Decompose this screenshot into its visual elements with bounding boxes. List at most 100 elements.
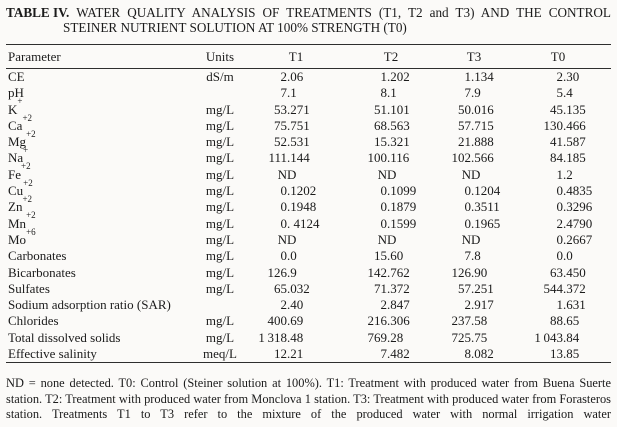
ion-charge-superscript: +2 <box>26 128 36 139</box>
table-row: Sodium adsorption ratio (SAR) 2.40 2.847 2.… <box>6 297 611 313</box>
parameter-name: Mn <box>8 215 27 231</box>
value-cell-t3: 21.888 <box>458 134 494 150</box>
table-row: Cu+2 mg/L 0.1202 0.1099 0.1204 0.4835 <box>6 178 611 199</box>
parameter-cell: Total dissolved solids <box>6 330 191 346</box>
value-cell-t2: 7.482 <box>380 346 410 362</box>
parameter-name: Sulfates <box>8 280 50 296</box>
ion-charge-superscript: + <box>23 145 29 156</box>
value-cell-t1: ND <box>277 166 297 182</box>
value-cell-t1: 53.271 <box>274 101 310 117</box>
parameter-name: Total dissolved solids <box>8 329 121 345</box>
value-cell-t3: 725.75 <box>451 329 488 345</box>
parameter-cell: Bicarbonates <box>6 265 191 281</box>
value-cell-t0: 13.85 <box>550 346 580 362</box>
col-header-t2: T2 <box>343 44 439 69</box>
table-row: Ca+2 mg/L 75.751 68.563 57.715 130.466 <box>6 113 611 134</box>
parameter-name: Cu <box>8 183 24 199</box>
parameter-name: Mo <box>8 231 27 247</box>
value-cell-t1: 7.1 <box>280 85 297 101</box>
table-row: Sulfates mg/L 65.032 71.372 57.251 544.372 <box>6 281 611 297</box>
value-cell-t0: 45.135 <box>550 101 586 117</box>
value-cell-t2: 68.563 <box>374 117 410 133</box>
value-cell-t1: 2.06 <box>280 69 304 84</box>
parameter-cell: Cu+2 <box>6 178 191 199</box>
units-cell: mg/L <box>205 264 235 280</box>
parameter-cell: Mn+2 <box>6 211 191 232</box>
value-cell-t2: ND <box>377 231 397 247</box>
ion-charge-superscript: +2 <box>23 177 33 188</box>
parameter-cell: Carbonates <box>6 248 191 264</box>
value-cell-t1: 0.1202 <box>280 183 317 199</box>
value-cell-t0: 0.3296 <box>556 199 593 215</box>
ion-charge-superscript: +2 <box>21 161 31 172</box>
table-title-line1: TABLE IV. WATER QUALITY ANALYSIS OF TREA… <box>6 5 611 20</box>
parameter-cell: Zn+2 <box>6 195 191 215</box>
value-cell-t0: 5.4 <box>556 85 573 101</box>
table-row: Mo+6 mg/L ND ND ND 0.2667 <box>6 227 611 248</box>
units-cell: mg/L <box>205 215 235 231</box>
parameter-name: Ca <box>8 117 23 133</box>
col-header-parameter: Parameter <box>6 44 191 69</box>
value-cell-t1: 126.9 <box>267 264 297 280</box>
parameter-cell: Effective salinity <box>6 346 191 363</box>
table-footnote: ND = none detected. T0: Control (Steiner… <box>6 376 611 422</box>
value-cell-t3: 8.082 <box>464 346 494 362</box>
parameter-cell: Sodium adsorption ratio (SAR) <box>6 297 191 313</box>
table-header: Parameter Units T1 T2 T3 T0 <box>6 44 611 69</box>
value-cell-t3: 7.9 <box>464 85 481 101</box>
value-cell-t0: 1 043.84 <box>534 329 580 345</box>
value-cell-t2: ND <box>377 166 397 182</box>
value-cell-t0: 2.4790 <box>556 215 593 231</box>
value-cell-t2: 2.847 <box>380 297 410 313</box>
value-cell-t0: 88.65 <box>550 313 580 329</box>
table-title: TABLE IV. WATER QUALITY ANALYSIS OF TREA… <box>6 5 611 35</box>
ion-charge-superscript: +2 <box>22 112 33 123</box>
parameter-cell: K+ <box>6 97 191 118</box>
value-cell-t2: 15.321 <box>374 134 410 150</box>
value-cell-t3: 7.8 <box>464 248 481 264</box>
table-row: pH 7.1 8.1 7.9 5.4 <box>6 85 611 101</box>
table-body: CE dS/m 2.06 1.202 1.134 2.30 pH 7.1 8.1 7.9 5.4 K+… <box>6 69 611 363</box>
table-row: Carbonates mg/L 0.0 15.60 7.8 0.0 <box>6 248 611 264</box>
parameter-cell: Sulfates <box>6 281 191 297</box>
parameter-cell: Fe+2 <box>6 162 191 183</box>
value-cell-t3: 57.251 <box>458 280 494 296</box>
value-cell-t1: 400.69 <box>267 313 304 329</box>
parameter-cell: Chlorides <box>6 313 191 329</box>
value-cell-t3: 2.917 <box>464 297 494 313</box>
units-cell: mg/L <box>205 248 235 264</box>
parameter-cell: CE <box>6 69 191 86</box>
units-cell <box>191 297 249 313</box>
table-row: Total dissolved solids mg/L 1 318.48 769.28… <box>6 330 611 346</box>
value-cell-t0: 544.372 <box>543 280 586 296</box>
table-caption-line2: STEINER NUTRIENT SOLUTION AT 100% STRENG… <box>63 20 407 35</box>
value-cell-t1: 0.1948 <box>280 199 317 215</box>
water-quality-table: Parameter Units T1 T2 T3 T0 CE dS/m 2.06 1.… <box>6 44 611 364</box>
value-cell-t1: 1 318.48 <box>258 329 304 345</box>
value-cell-t2: 51.101 <box>374 101 410 117</box>
units-cell: mg/L <box>205 117 235 133</box>
units-cell: meq/L <box>203 346 237 362</box>
parameter-cell: Mo+6 <box>6 227 191 248</box>
value-cell-t2: 71.372 <box>374 280 410 296</box>
table-row: Mg+2 mg/L 52.531 15.321 21.888 41.587 <box>6 129 611 150</box>
value-cell-t1: 52.531 <box>274 134 310 150</box>
value-cell-t2: 0.1599 <box>380 215 417 231</box>
parameter-name: Mg <box>8 134 27 150</box>
value-cell-t0: 63.450 <box>550 264 586 280</box>
value-cell-t3: ND <box>461 231 481 247</box>
value-cell-t0: 84.185 <box>550 150 586 166</box>
units-cell: mg/L <box>205 134 235 150</box>
header-row: Parameter Units T1 T2 T3 T0 <box>6 44 611 69</box>
parameter-name: Effective salinity <box>8 346 97 362</box>
parameter-name: Bicarbonates <box>8 264 76 280</box>
units-cell: mg/L <box>205 183 235 199</box>
parameter-name: pH <box>8 85 24 101</box>
col-header-t3: T3 <box>439 44 531 69</box>
units-cell: mg/L <box>205 313 235 329</box>
table-row: K+ mg/L 53.271 51.101 50.016 45.135 <box>6 97 611 118</box>
value-cell-t0: 0.4835 <box>556 183 593 199</box>
units-cell: mg/L <box>205 199 235 215</box>
value-cell-t3: 50.016 <box>458 101 494 117</box>
